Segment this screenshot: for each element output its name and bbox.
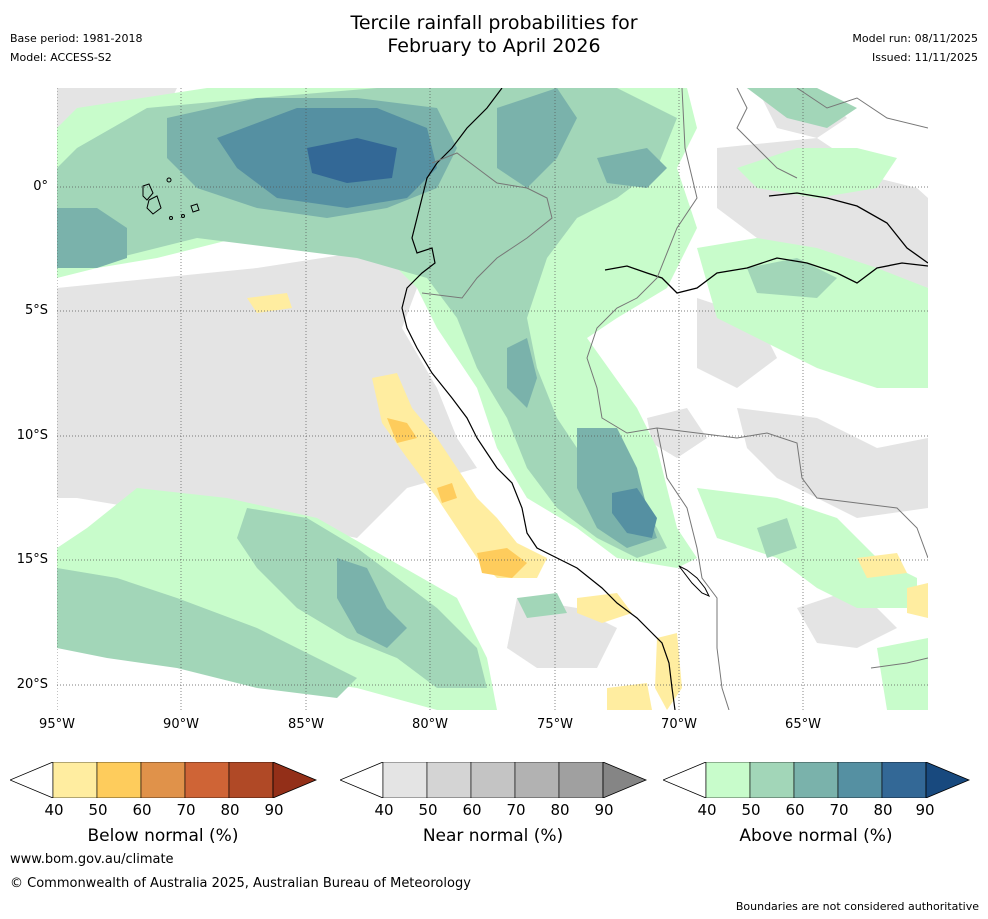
lon-label-65w: 65°W <box>785 717 821 732</box>
below-tick-90: 90 <box>264 801 284 819</box>
country-borders <box>421 88 928 710</box>
above-colorbar-swatch-2 <box>749 761 795 799</box>
above-normal-colorbar <box>661 761 973 802</box>
below-colorbar-swatch-4 <box>184 761 230 799</box>
near-tick-80: 80 <box>550 801 570 819</box>
above-colorbar-svg <box>661 761 971 799</box>
below-normal-colorbar <box>8 761 320 802</box>
below-colorbar-swatch-3 <box>140 761 186 799</box>
above-tick-60: 60 <box>785 801 805 819</box>
near-colorbar-svg <box>338 761 648 799</box>
lon-label-70w: 70°W <box>661 717 697 732</box>
above-colorbar-swatch-3 <box>793 761 839 799</box>
lat-label-10s: 10°S <box>16 428 48 443</box>
lat-label-20s: 20°S <box>16 677 48 692</box>
footer-disclaimer: Boundaries are not considered authoritat… <box>735 900 979 913</box>
near-tick-40: 40 <box>374 801 394 819</box>
coastline <box>401 88 676 710</box>
map-title: Tercile rainfall probabilities for Febru… <box>0 12 988 58</box>
near-tick-70: 70 <box>506 801 526 819</box>
rio-negro <box>768 192 928 264</box>
above-80-regions <box>307 138 397 183</box>
probability-map <box>57 88 928 710</box>
below-colorbar-max-arrow <box>272 761 318 799</box>
graticule <box>57 88 928 710</box>
amazon-river <box>604 257 928 294</box>
lon-label-90w: 90°W <box>163 717 199 732</box>
footer-url: www.bom.gov.au/climate <box>10 852 174 867</box>
near-colorbar-swatch-5 <box>558 761 604 799</box>
below-tick-80: 80 <box>220 801 240 819</box>
below-colorbar-min-arrow <box>8 761 54 799</box>
below-tick-40: 40 <box>44 801 64 819</box>
near-colorbar-max-arrow <box>602 761 648 799</box>
above-normal-title: Above normal (%) <box>739 826 893 846</box>
lake-titicaca <box>678 565 711 597</box>
above-tick-80: 80 <box>873 801 893 819</box>
above-colorbar-swatch-1 <box>705 761 751 799</box>
near-normal-title: Near normal (%) <box>422 826 564 846</box>
near-colorbar-swatch-3 <box>470 761 516 799</box>
near-tick-60: 60 <box>462 801 482 819</box>
model-run-date: Model run: 08/11/2025 <box>852 32 978 45</box>
lat-label-0: 0° <box>33 179 48 194</box>
below-normal-title: Below normal (%) <box>87 826 239 846</box>
near-tick-50: 50 <box>418 801 438 819</box>
lon-label-85w: 85°W <box>288 717 324 732</box>
lat-label-5s: 5°S <box>24 303 48 318</box>
below-colorbar-swatch-2 <box>96 761 142 799</box>
below-50-regions <box>387 418 527 578</box>
above-tick-40: 40 <box>697 801 717 819</box>
above-colorbar-swatch-5 <box>881 761 927 799</box>
near-colorbar-min-arrow <box>338 761 384 799</box>
lat-label-15s: 15°S <box>16 552 48 567</box>
lon-label-80w: 80°W <box>412 717 448 732</box>
lon-label-95w: 95°W <box>39 717 75 732</box>
below-tick-60: 60 <box>132 801 152 819</box>
above-colorbar-swatch-4 <box>837 761 883 799</box>
near-colorbar-swatch-2 <box>426 761 472 799</box>
near-normal-colorbar <box>338 761 650 802</box>
footer-copyright: © Commonwealth of Australia 2025, Austra… <box>10 876 471 891</box>
near-colorbar-swatch-1 <box>382 761 428 799</box>
above-tick-70: 70 <box>829 801 849 819</box>
above-colorbar-max-arrow <box>925 761 971 799</box>
above-tick-90: 90 <box>915 801 935 819</box>
above-tick-50: 50 <box>741 801 761 819</box>
near-colorbar-swatch-4 <box>514 761 560 799</box>
model-name: Model: ACCESS-S2 <box>10 51 112 64</box>
below-colorbar-swatch-5 <box>228 761 274 799</box>
galapagos-islands <box>142 177 200 220</box>
above-colorbar-min-arrow <box>661 761 707 799</box>
lon-label-75w: 75°W <box>537 717 573 732</box>
below-tick-50: 50 <box>88 801 108 819</box>
base-period: Base period: 1981-2018 <box>10 32 143 45</box>
below-40-regions <box>247 293 928 710</box>
below-colorbar-swatch-1 <box>52 761 98 799</box>
title-line-1: Tercile rainfall probabilities for <box>350 12 638 34</box>
below-colorbar-svg <box>8 761 318 799</box>
title-line-2: February to April 2026 <box>387 35 601 57</box>
below-tick-70: 70 <box>176 801 196 819</box>
near-tick-90: 90 <box>594 801 614 819</box>
issued-date: Issued: 11/11/2025 <box>871 51 978 64</box>
